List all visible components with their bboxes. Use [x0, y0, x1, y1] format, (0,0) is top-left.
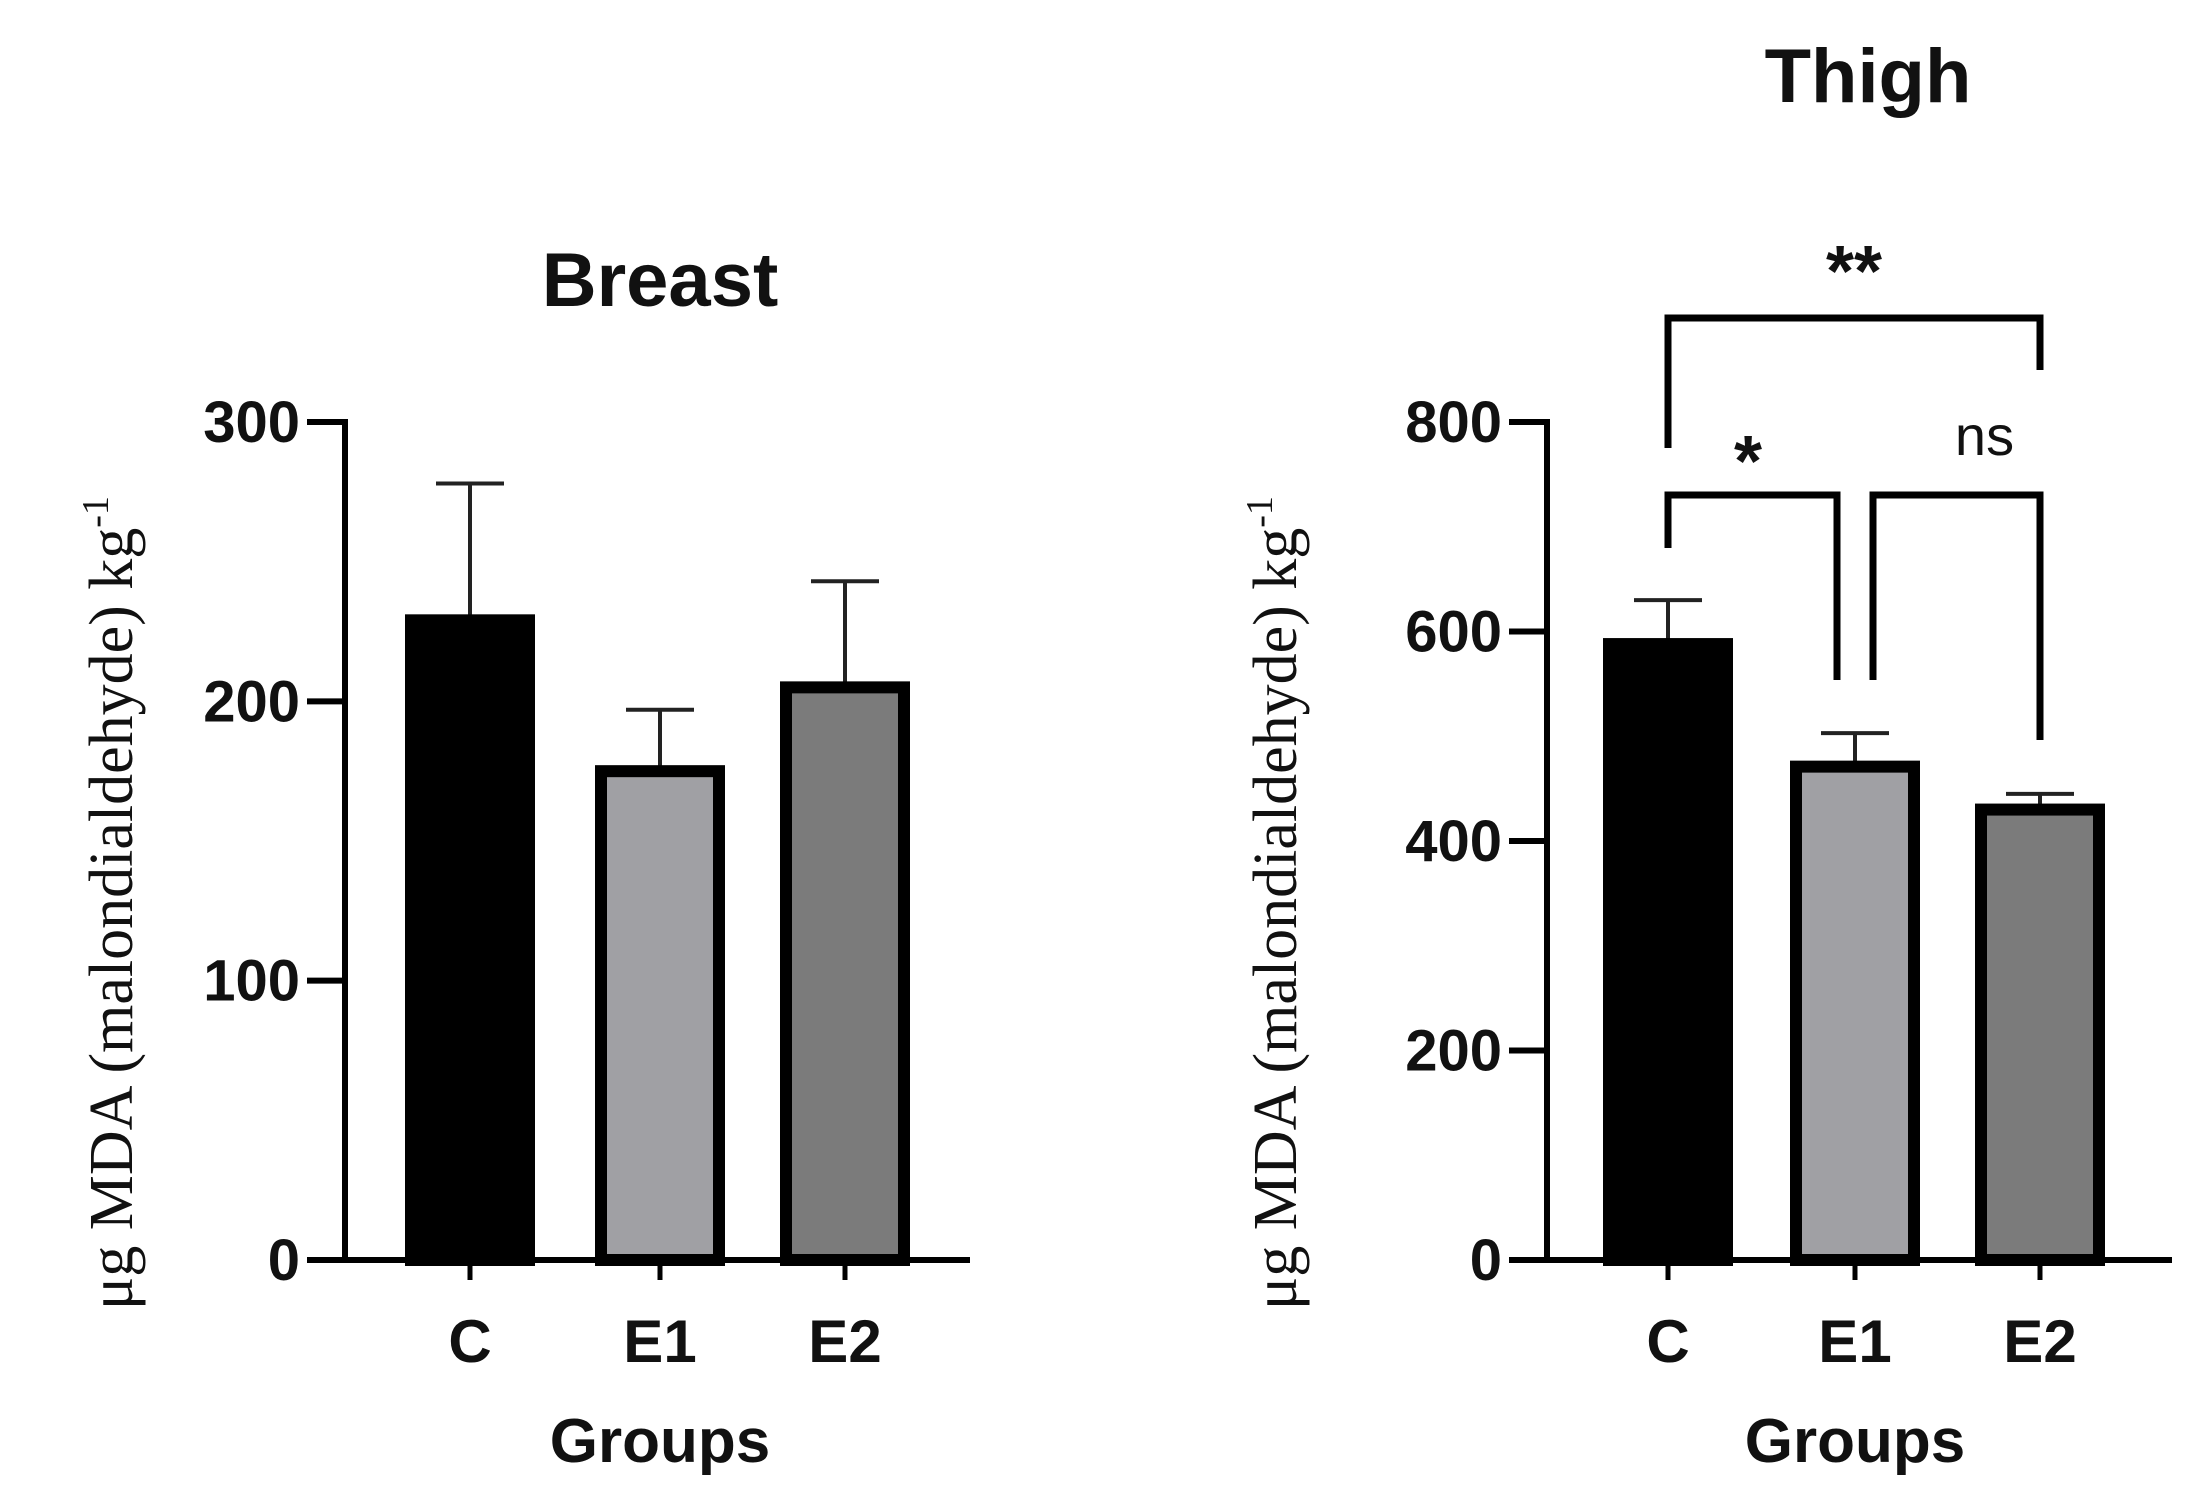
thigh-title: Thigh: [1765, 34, 1972, 119]
thigh-bar-e1: [1790, 760, 1920, 1266]
breast-bar-c: [405, 614, 535, 1266]
breast-y-axis-label: μg MDA (malondialdehyde) kg-1: [75, 496, 146, 1310]
breast-bar-e2: [780, 681, 910, 1266]
thigh-bar-e2: [1975, 803, 2105, 1266]
breast-y-tick-label-200: 200: [203, 669, 300, 734]
thigh-y-tick-label-600: 600: [1405, 600, 1502, 665]
thigh-sig-label-star: *: [1734, 422, 1762, 502]
breast-chart: Breast μg MDA (malondialdehyde) kg-1 Gro…: [75, 238, 970, 1476]
thigh-y-tick-label-800: 800: [1405, 390, 1502, 455]
breast-category-label-e1: E1: [623, 1308, 696, 1375]
thigh-sig-bracket-c-e1: [1664, 491, 1841, 680]
thigh-y-tick-label-0: 0: [1470, 1228, 1502, 1293]
thigh-category-label-e1: E1: [1818, 1308, 1891, 1375]
thigh-sig-label-double-star: **: [1826, 232, 1882, 312]
thigh-y-axis-label: μg MDA (malondialdehyde) kg-1: [1239, 496, 1310, 1310]
thigh-y-tick-label-200: 200: [1405, 1019, 1502, 1084]
thigh-y-tick-label-400: 400: [1405, 809, 1502, 874]
breast-title: Breast: [542, 238, 779, 323]
breast-bar-e1: [595, 765, 725, 1267]
breast-category-label-c: C: [448, 1308, 491, 1375]
thigh-category-label-c: C: [1646, 1308, 1689, 1375]
breast-category-label-e2: E2: [808, 1308, 881, 1375]
breast-y-tick-label-100: 100: [203, 949, 300, 1014]
breast-x-axis-label: Groups: [550, 1407, 770, 1476]
breast-y-tick-label-0: 0: [268, 1228, 300, 1293]
thigh-x-axis-label: Groups: [1745, 1407, 1965, 1476]
thigh-chart: Thigh μg MDA (malondialdehyde) kg-1 Grou…: [1239, 34, 2172, 1476]
thigh-category-label-e2: E2: [2003, 1308, 2076, 1375]
thigh-sig-bracket-c-e2: [1664, 314, 2044, 448]
thigh-sig-label-ns: ns: [1955, 404, 2014, 467]
thigh-bar-c: [1603, 638, 1733, 1266]
breast-y-tick-label-300: 300: [203, 390, 300, 455]
thigh-sig-bracket-e1-e2: [1869, 491, 2044, 740]
